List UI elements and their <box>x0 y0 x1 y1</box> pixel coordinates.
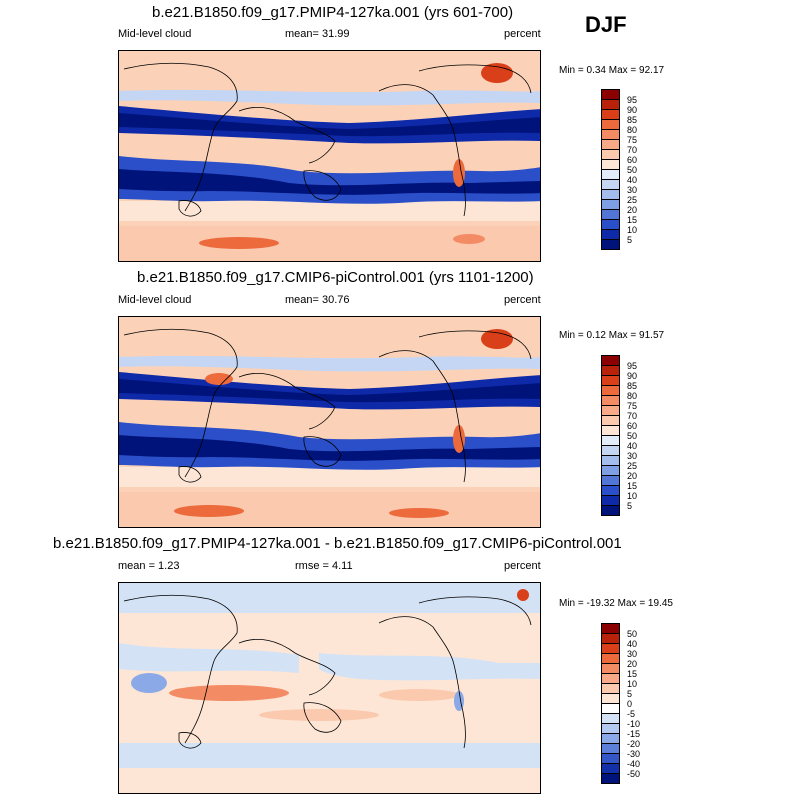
panel-3-rmse-label: rmse = 4.11 <box>295 560 353 572</box>
colorbar-tick-label: 20 <box>627 205 638 215</box>
colorbar-tick-label: 50 <box>627 629 638 639</box>
colorbar-tick-label: -15 <box>627 729 641 739</box>
panel-1-title: b.e21.B1850.f09_g17.PMIP4-127ka.001 (yrs… <box>152 4 514 21</box>
colorbar-tick-label: -40 <box>627 759 641 769</box>
colorbar-tick-label: 10 <box>627 491 638 501</box>
colorbar-tick-label: 20 <box>627 659 638 669</box>
colorbar-tick-label: 80 <box>627 391 638 401</box>
colorbar-tick-label: -10 <box>627 719 641 729</box>
panel-1-minmax-label: Min = 0.34 Max = 92.17 <box>559 65 665 76</box>
colorbar-tick-label: 15 <box>627 215 638 225</box>
colorbar-tick-label: 50 <box>627 165 638 175</box>
panel-3-minmax-label: Min = -19.32 Max = 19.45 <box>559 598 673 609</box>
colorbar-tick-label: 70 <box>627 145 638 155</box>
panel-3-units-label: percent <box>504 560 541 572</box>
colorbar-tick-label: 5 <box>627 689 633 699</box>
colorbar-tick-label: 95 <box>627 361 638 371</box>
colorbar-tick-label: 60 <box>627 421 638 431</box>
colorbar-tick-label: 30 <box>627 451 638 461</box>
colorbar-tick-label: 80 <box>627 125 638 135</box>
panel-1-units-label: percent <box>504 28 541 40</box>
colorbar-tick-label: 85 <box>627 381 638 391</box>
colorbar-tick-label: 10 <box>627 679 638 689</box>
colorbar-tick-label: 85 <box>627 115 638 125</box>
colorbar-tick-label: -20 <box>627 739 641 749</box>
colorbar-swatch <box>601 239 620 250</box>
colorbar-tick-label: 50 <box>627 431 638 441</box>
panel-2-minmax-label: Min = 0.12 Max = 91.57 <box>559 330 665 341</box>
colorbar-tick-label: 15 <box>627 669 638 679</box>
colorbar-tick-label: 40 <box>627 639 638 649</box>
colorbar-tick-label: -5 <box>627 709 636 719</box>
colorbar-tick-label: 25 <box>627 461 638 471</box>
colorbar-tick-label: 5 <box>627 501 633 511</box>
colorbar-tick-label: 15 <box>627 481 638 491</box>
colorbar-swatch <box>601 773 620 784</box>
panel-3-title: b.e21.B1850.f09_g17.PMIP4-127ka.001 - b.… <box>53 535 622 552</box>
colorbar-tick-label: 30 <box>627 185 638 195</box>
colorbar-tick-label: 90 <box>627 105 638 115</box>
colorbar-tick-label: 40 <box>627 441 638 451</box>
colorbar-tick-label: 40 <box>627 175 638 185</box>
colorbar-tick-label: 95 <box>627 95 638 105</box>
colorbar-tick-label: 10 <box>627 225 638 235</box>
panel-2-variable-label: Mid-level cloud <box>118 294 192 306</box>
colorbar-tick-label: -50 <box>627 769 641 779</box>
colorbar-tick-label: 75 <box>627 135 638 145</box>
panel-2-title: b.e21.B1850.f09_g17.CMIP6-piControl.001 … <box>137 269 534 286</box>
panel-2-units-label: percent <box>504 294 541 306</box>
panel-3-mean-label: mean = 1.23 <box>118 560 180 572</box>
panel-1-variable-label: Mid-level cloud <box>118 28 192 40</box>
colorbar-swatch <box>601 505 620 516</box>
panel-2-mean-label: mean= 30.76 <box>285 294 350 306</box>
panel-1-mean-label: mean= 31.99 <box>285 28 350 40</box>
colorbar-tick-label: 25 <box>627 195 638 205</box>
panel-3-map <box>118 582 541 794</box>
colorbar-tick-label: 75 <box>627 401 638 411</box>
colorbar-tick-label: 0 <box>627 699 633 709</box>
panel-2-map <box>118 316 541 528</box>
colorbar-tick-label: 90 <box>627 371 638 381</box>
colorbar-tick-label: 5 <box>627 235 633 245</box>
colorbar-tick-label: 30 <box>627 649 638 659</box>
colorbar-tick-label: 60 <box>627 155 638 165</box>
colorbar-tick-label: 70 <box>627 411 638 421</box>
colorbar-tick-label: 20 <box>627 471 638 481</box>
panel-1-map <box>118 50 541 262</box>
colorbar-tick-label: -30 <box>627 749 641 759</box>
season-label: DJF <box>585 12 627 37</box>
